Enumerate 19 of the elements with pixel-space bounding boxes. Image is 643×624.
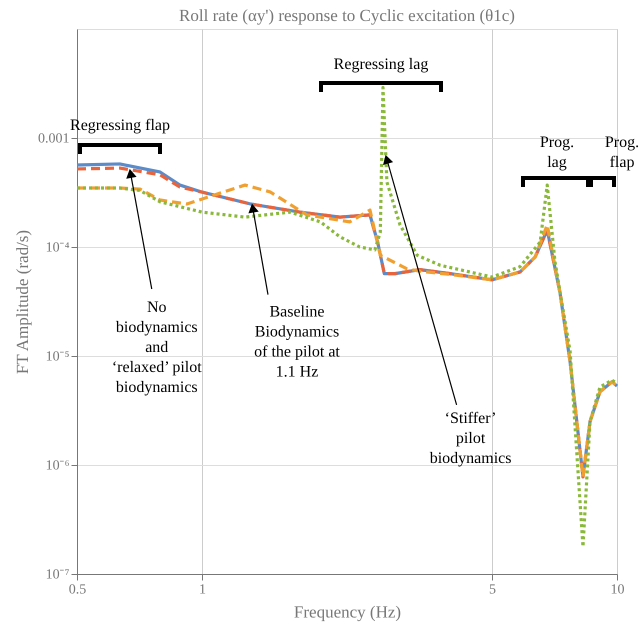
annotation: Regressing flap — [70, 117, 170, 134]
x-tick-label: 1 — [198, 582, 206, 598]
annotation: Regressing lag — [334, 56, 428, 73]
y-tick-label: 10⁻⁶ — [46, 458, 70, 474]
chart-title: Roll rate (αy') response to Cyclic excitation (θ1c) — [179, 6, 515, 25]
y-axis-title: FT Amplitude (rad/s) — [13, 230, 32, 374]
annotation: Baseline Biodynamics of the pilot at 1.1 Hz — [254, 304, 340, 381]
y-tick-label: 0.001 — [38, 132, 70, 146]
x-tick-label: 0.5 — [68, 582, 86, 598]
annotation: ‘Stiffer’ pilot biodynamics — [430, 410, 512, 467]
y-tick-label: 10⁻⁷ — [46, 568, 70, 582]
y-tick-label: 10⁻⁴ — [46, 240, 70, 256]
annotation: Prog. flap — [604, 134, 640, 171]
annotation: Prog. lag — [540, 134, 574, 171]
y-tick-label: 10⁻⁵ — [46, 350, 70, 364]
x-tick-label: 5 — [489, 582, 496, 598]
x-axis-title: Frequency (Hz) — [294, 602, 402, 622]
x-tick-label: 10 — [610, 582, 624, 598]
annotation: No biodynamics and ‘relaxed’ pilot biodynamics — [112, 298, 202, 396]
